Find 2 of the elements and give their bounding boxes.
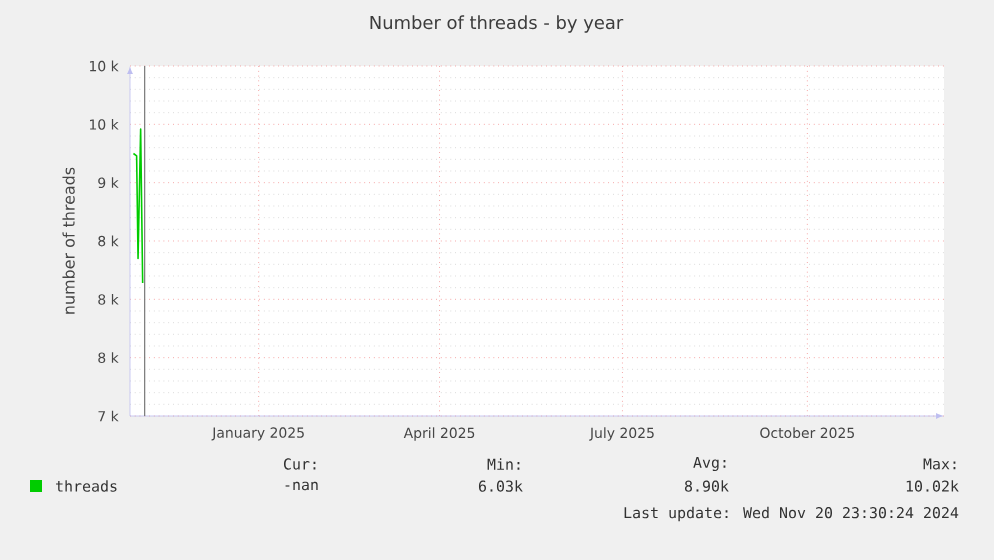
line-series (132, 128, 144, 284)
chart-title: Number of threads - by year (370, 15, 624, 33)
